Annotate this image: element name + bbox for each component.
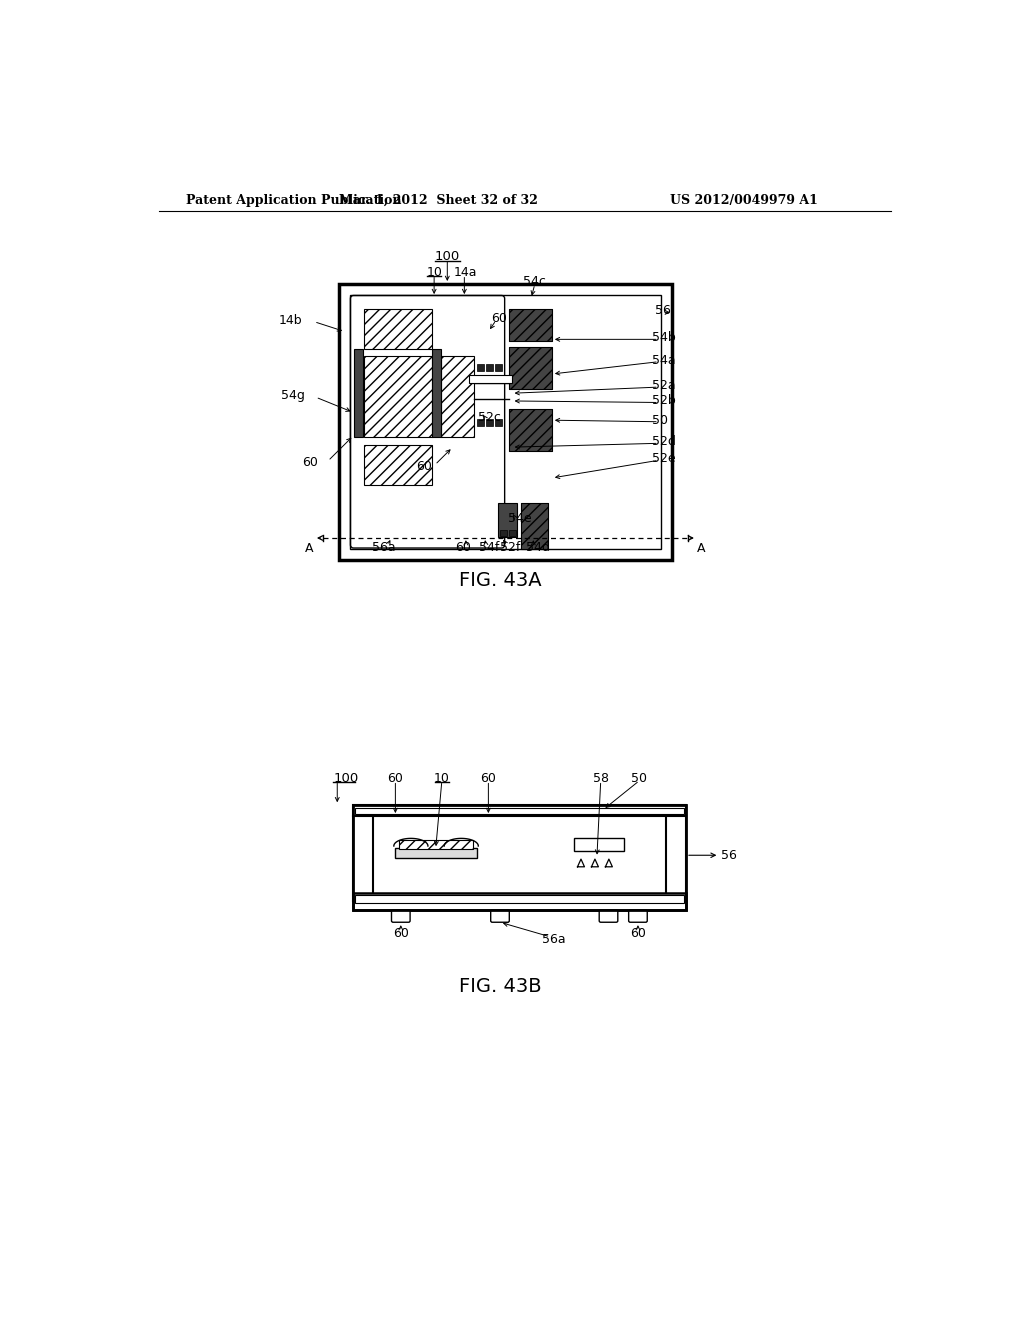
Text: 52d: 52d (652, 436, 676, 449)
Text: 54f: 54f (479, 541, 500, 554)
Bar (477, 420, 483, 426)
Text: 60: 60 (393, 927, 409, 940)
Bar (666, 816, 686, 900)
Bar (500, 529, 507, 536)
Bar (486, 364, 493, 371)
Bar (353, 348, 362, 437)
Text: 54a: 54a (652, 354, 676, 367)
FancyBboxPatch shape (599, 909, 617, 923)
Text: 56a: 56a (372, 541, 395, 554)
Text: 54b: 54b (652, 331, 676, 345)
FancyBboxPatch shape (490, 909, 509, 923)
Text: 56a: 56a (543, 933, 566, 945)
Text: 54e: 54e (508, 512, 531, 525)
Text: Patent Application Publication: Patent Application Publication (186, 194, 401, 207)
Text: 60: 60 (302, 455, 317, 469)
Bar (355, 808, 684, 813)
Bar (355, 895, 684, 903)
Text: 54g: 54g (281, 389, 305, 403)
Text: Mar. 1, 2012  Sheet 32 of 32: Mar. 1, 2012 Sheet 32 of 32 (339, 194, 538, 207)
Text: 58: 58 (593, 772, 608, 785)
Text: 100: 100 (334, 772, 358, 785)
Bar (352, 816, 373, 900)
Text: 52e: 52e (652, 453, 676, 465)
Bar (395, 847, 477, 858)
Bar (432, 348, 441, 437)
Text: FIG. 43A: FIG. 43A (459, 570, 542, 590)
Text: A: A (305, 543, 313, 556)
Bar (509, 309, 552, 341)
Bar (509, 409, 552, 451)
Text: 54c: 54c (523, 275, 546, 288)
Text: 54d: 54d (525, 541, 550, 554)
Text: 50: 50 (632, 772, 647, 785)
Bar (496, 364, 503, 371)
Text: 14b: 14b (279, 314, 302, 326)
Bar (477, 364, 483, 371)
Text: A: A (697, 543, 706, 556)
Text: 60: 60 (416, 459, 432, 473)
Text: US 2012/0049979 A1: US 2012/0049979 A1 (671, 194, 818, 207)
FancyBboxPatch shape (391, 909, 410, 923)
Bar (352, 805, 686, 816)
Text: 14a: 14a (454, 265, 477, 279)
Bar (509, 529, 516, 536)
Bar (573, 838, 624, 851)
Bar (509, 347, 552, 389)
Bar (399, 840, 473, 849)
Bar (364, 309, 432, 348)
Bar (509, 409, 552, 451)
Bar (498, 503, 517, 537)
Text: 56: 56 (721, 849, 736, 862)
Text: 52c: 52c (478, 411, 501, 424)
Text: FIG. 43B: FIG. 43B (459, 977, 542, 995)
Bar (352, 892, 686, 909)
Text: 52f: 52f (500, 541, 520, 554)
FancyBboxPatch shape (629, 909, 647, 923)
Text: 100: 100 (434, 251, 460, 264)
Bar (364, 445, 432, 484)
Bar (441, 356, 474, 437)
Bar (496, 420, 503, 426)
Text: 60: 60 (630, 927, 646, 940)
Bar (521, 503, 548, 549)
Bar (509, 309, 552, 341)
Bar (509, 347, 552, 389)
Text: 10: 10 (426, 265, 442, 279)
Bar (486, 420, 493, 426)
Text: 60: 60 (480, 772, 497, 785)
Text: 52a: 52a (652, 379, 676, 392)
Bar (469, 375, 512, 383)
Text: 60: 60 (490, 312, 507, 325)
Text: 52b: 52b (652, 395, 676, 408)
Bar (352, 805, 686, 909)
Text: 50: 50 (652, 413, 668, 426)
Text: 10: 10 (434, 772, 450, 785)
Bar (364, 356, 432, 437)
Text: 60: 60 (455, 541, 471, 554)
Bar (349, 294, 662, 549)
Bar (521, 503, 548, 549)
Text: 60: 60 (387, 772, 403, 785)
Bar (339, 284, 672, 560)
Text: 56: 56 (655, 305, 671, 317)
